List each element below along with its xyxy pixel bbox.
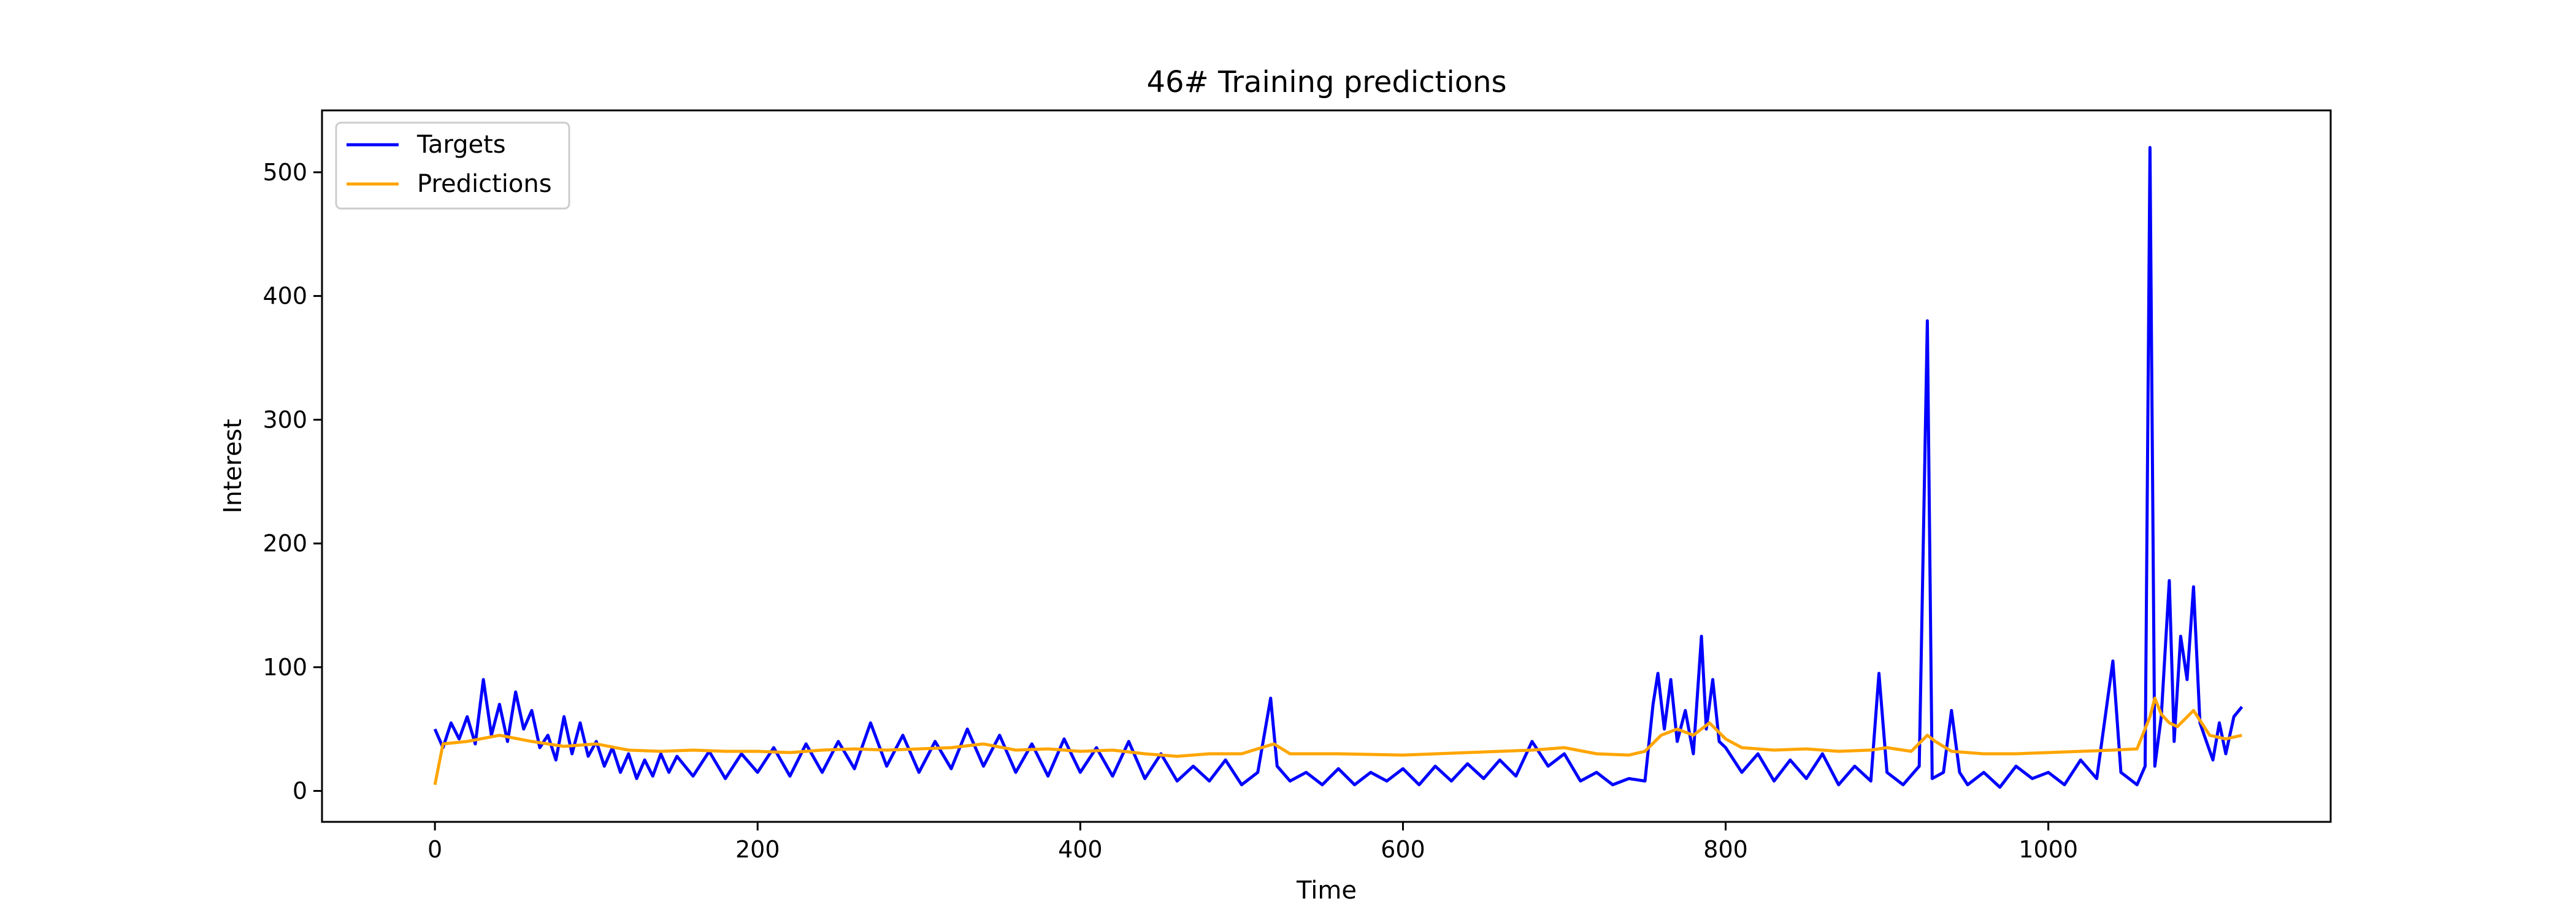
- y-tick-label: 0: [293, 778, 307, 805]
- legend-label-predictions: Predictions: [417, 170, 552, 198]
- y-axis: 0 100 200 300 400 500: [263, 159, 322, 805]
- y-tick-label: 500: [263, 159, 307, 186]
- x-tick-label: 600: [1381, 836, 1425, 863]
- plot-frame: [321, 109, 2332, 823]
- legend: Targets Predictions: [335, 121, 570, 210]
- plot-area: [433, 146, 2244, 789]
- x-tick-label: 400: [1058, 836, 1103, 863]
- y-tick-label: 400: [263, 283, 307, 310]
- y-axis-label: Interest: [219, 419, 247, 513]
- legend-label-targets: Targets: [416, 131, 506, 159]
- x-axis-label: Time: [1296, 876, 1357, 905]
- x-axis: 0 200 400 600 800 1000: [427, 822, 2078, 863]
- x-tick-label: 800: [1703, 836, 1748, 863]
- x-tick-label: 0: [427, 836, 442, 863]
- x-tick-label: 1000: [2018, 836, 2078, 863]
- series-line-targets: [433, 146, 2244, 789]
- chart-title: 46# Training predictions: [1146, 65, 1506, 99]
- series-line-predictions: [433, 696, 2242, 785]
- y-tick-label: 300: [263, 406, 307, 433]
- y-tick-label: 100: [263, 654, 307, 681]
- x-tick-label: 200: [735, 836, 780, 863]
- y-tick-label: 200: [263, 530, 307, 557]
